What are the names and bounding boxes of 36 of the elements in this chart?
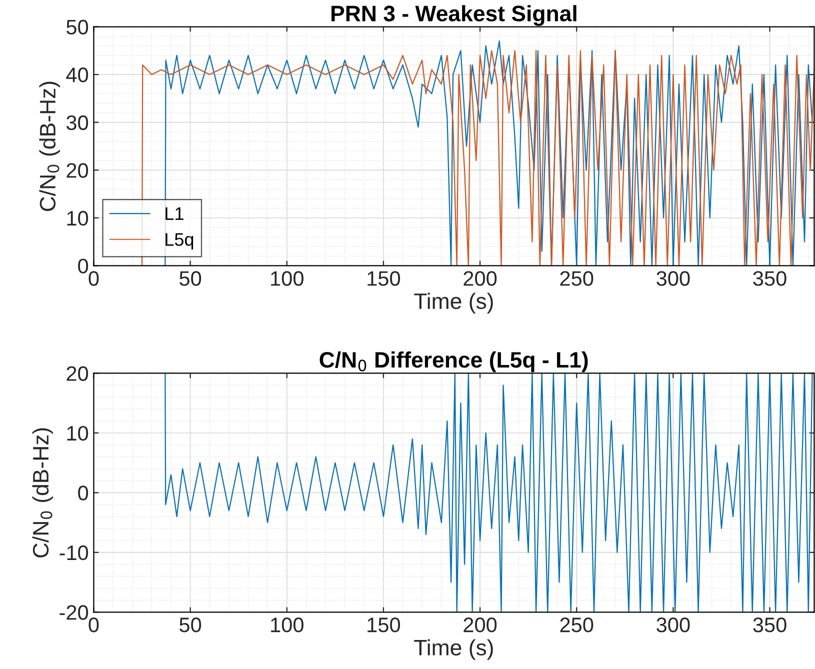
y-tick-label: 20	[66, 163, 88, 178]
x-tick-label: 200	[464, 618, 497, 632]
x-tick-label: 150	[368, 618, 400, 632]
x-tick-label: 250	[560, 271, 594, 286]
x-axis-title: Time (s)	[414, 292, 493, 314]
x-axis-title: Time (s)	[414, 639, 493, 660]
y-tick-label: 50	[66, 20, 88, 35]
x-tick-label: 50	[180, 618, 202, 632]
y-tick-label: 30	[66, 115, 88, 130]
x-tick-label: 350	[753, 618, 786, 632]
y-tick-label: 0	[78, 486, 88, 500]
legend-label: L1	[166, 207, 184, 220]
x-tick-label: 0	[88, 618, 99, 632]
x-tick-label: 250	[560, 618, 594, 632]
y-tick-label: 10	[67, 426, 88, 441]
x-tick-label: 200	[464, 271, 497, 286]
x-tick-label: 0	[88, 271, 99, 286]
y-tick-label: 0	[78, 258, 88, 274]
line-series	[164, 373, 813, 612]
y-tick-label: 40	[66, 68, 88, 82]
x-tick-label: 150	[368, 271, 400, 286]
chart-title: PRN 3 - Weakest Signal	[332, 5, 576, 26]
x-tick-label: 50	[180, 271, 202, 286]
y-axis-title: C/N$_{0}$ (dB-Hz)	[39, 82, 60, 211]
x-tick-label: 350	[753, 271, 786, 286]
chart-title: C/N$_{0}$ Difference (L5q - L1)	[320, 351, 588, 372]
x-tick-label: 100	[271, 618, 304, 632]
y-tick-label: 10	[67, 210, 88, 226]
y-tick-label: 20	[66, 366, 88, 381]
y-tick-label: -10	[60, 545, 88, 560]
y-tick-label: -20	[60, 605, 88, 620]
x-tick-label: 300	[656, 271, 690, 286]
x-tick-label: 300	[656, 618, 690, 632]
legend-label: L5q	[166, 233, 194, 250]
y-axis-title: C/N$_{0}$ (dB-Hz)	[32, 428, 54, 558]
x-tick-label: 100	[271, 271, 304, 286]
